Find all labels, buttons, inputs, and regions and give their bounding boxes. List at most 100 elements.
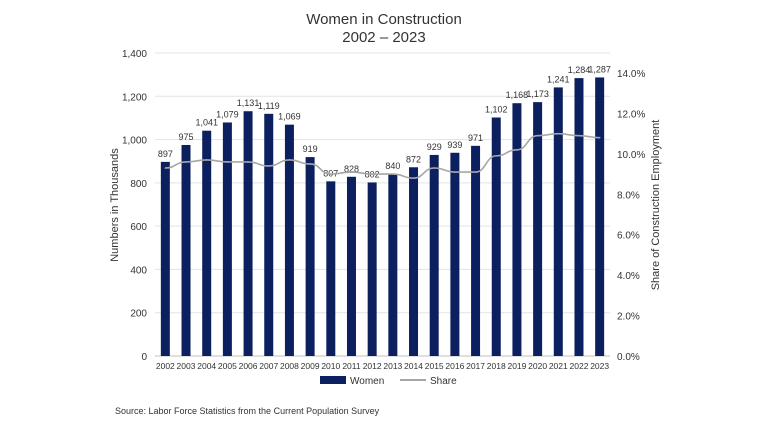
y2-tick-label: 14.0% xyxy=(617,69,645,80)
bar-data-label: 840 xyxy=(385,161,400,171)
bar-data-label: 1,284 xyxy=(568,65,591,75)
x-tick-label: 2007 xyxy=(259,361,278,371)
share-point-2023 xyxy=(598,136,601,139)
bar-women-2010 xyxy=(326,181,336,356)
bar-data-label: 897 xyxy=(158,149,173,159)
y-tick-label: 600 xyxy=(130,222,147,233)
x-tick-label: 2014 xyxy=(404,361,423,371)
x-tick-label: 2004 xyxy=(197,361,216,371)
share-point-2020 xyxy=(536,134,539,137)
share-point-2018 xyxy=(495,155,498,157)
y2-tick-label: 4.0% xyxy=(617,271,640,282)
bar-data-label: 1,079 xyxy=(216,109,239,119)
x-tick-label: 2009 xyxy=(301,361,320,371)
share-point-2010 xyxy=(329,173,332,175)
x-tick-label: 2005 xyxy=(218,361,237,371)
bar-women-2011 xyxy=(346,176,356,356)
legend: Women Share xyxy=(320,376,457,387)
share-line xyxy=(165,132,600,179)
bar-women-2003 xyxy=(181,144,191,356)
y-tick-label: 800 xyxy=(130,179,147,190)
chart-title-line2: 2002 – 2023 xyxy=(342,29,425,46)
bar-data-label: 828 xyxy=(344,164,359,174)
y2-tick-label: 6.0% xyxy=(617,231,640,242)
source-note: Source: Labor Force Statistics from the … xyxy=(115,406,380,416)
share-point-2019 xyxy=(516,149,518,151)
share-point-2008 xyxy=(288,159,291,161)
x-tick-label: 2008 xyxy=(280,361,299,371)
share-point-2017 xyxy=(474,171,477,173)
bar-women-2002 xyxy=(160,161,170,356)
x-tick-label: 2011 xyxy=(342,361,361,371)
share-point-2005 xyxy=(226,161,229,163)
bar-data-label: 919 xyxy=(303,144,318,154)
bar-women-2005 xyxy=(222,122,232,356)
legend-swatch-women xyxy=(320,376,346,384)
bar-women-2006 xyxy=(243,111,253,356)
bar-data-label: 1,241 xyxy=(547,74,570,84)
bar-data-label: 1,168 xyxy=(506,90,529,100)
bar-women-2012 xyxy=(367,182,377,356)
y2-tick-label: 2.0% xyxy=(617,312,640,323)
bar-data-label: 1,173 xyxy=(526,89,549,99)
legend-label-women: Women xyxy=(350,376,384,387)
bar-women-2013 xyxy=(388,174,398,356)
y2-tick-label: 10.0% xyxy=(617,150,645,161)
x-tick-label: 2022 xyxy=(570,361,589,371)
bar-data-label: 872 xyxy=(406,154,421,164)
legend-label-share: Share xyxy=(430,376,457,387)
y2-tick-label: 0.0% xyxy=(617,352,640,363)
bar-data-label: 1,287 xyxy=(588,64,611,74)
y-tick-label: 1,400 xyxy=(122,49,147,60)
share-point-2013 xyxy=(392,173,394,175)
x-tick-label: 2012 xyxy=(363,361,382,371)
y2-tick-label: 12.0% xyxy=(617,109,645,120)
x-tick-label: 2023 xyxy=(590,361,609,371)
bar-women-2014 xyxy=(409,167,419,356)
y-tick-label: 400 xyxy=(130,265,147,276)
share-point-2003 xyxy=(185,161,187,163)
bar-women-2016 xyxy=(450,152,460,356)
x-tick-label: 2020 xyxy=(528,361,547,371)
bar-women-2004 xyxy=(202,130,212,356)
y-axis-label: Numbers in Thousands xyxy=(109,148,121,262)
bar-data-label: 929 xyxy=(427,142,442,152)
bar-women-2015 xyxy=(429,154,439,356)
share-point-2006 xyxy=(247,161,249,163)
y2-tick-label: 8.0% xyxy=(617,190,640,201)
bar-women-2019 xyxy=(512,103,522,356)
x-tick-label: 2006 xyxy=(239,361,258,371)
bar-data-label: 1,131 xyxy=(237,98,260,108)
bar-women-2018 xyxy=(491,117,501,356)
share-point-2009 xyxy=(309,163,311,165)
share-point-2022 xyxy=(578,134,580,137)
share-point-2002 xyxy=(164,167,167,169)
x-tick-label: 2010 xyxy=(321,361,340,371)
share-point-2015 xyxy=(433,167,436,169)
x-tick-label: 2018 xyxy=(487,361,506,371)
share-point-2012 xyxy=(371,173,373,175)
bar-data-label: 975 xyxy=(179,132,194,142)
y2-axis-label: Share of Construction Employment xyxy=(650,120,662,291)
bar-women-2007 xyxy=(264,113,274,356)
bar-data-label: 1,119 xyxy=(258,101,280,111)
bar-data-label: 1,102 xyxy=(485,104,508,114)
bar-women-2008 xyxy=(284,124,294,357)
x-tick-label: 2019 xyxy=(507,361,526,371)
bar-women-2017 xyxy=(471,145,481,356)
y-tick-label: 1,200 xyxy=(122,92,147,103)
share-point-2004 xyxy=(205,159,208,161)
chart-title-line1: Women in Construction xyxy=(306,11,462,28)
x-tick-label: 2002 xyxy=(156,361,175,371)
share-point-2021 xyxy=(557,132,560,135)
y-tick-label: 1,000 xyxy=(122,136,147,147)
bar-data-label: 1,069 xyxy=(278,112,301,122)
y-tick-label: 0 xyxy=(141,352,147,363)
x-tick-label: 2015 xyxy=(425,361,444,371)
share-point-2014 xyxy=(412,177,415,179)
bar-women-2023 xyxy=(595,77,605,357)
x-tick-label: 2021 xyxy=(549,361,568,371)
bar-data-label: 1,041 xyxy=(195,118,218,128)
bar-women-2021 xyxy=(553,87,563,356)
